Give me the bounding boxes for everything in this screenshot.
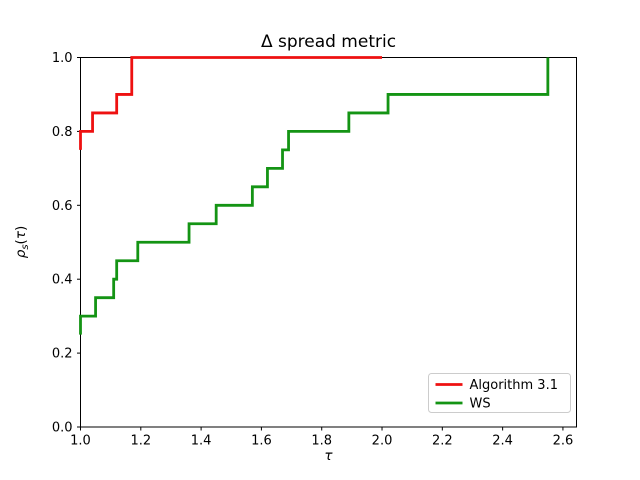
- y-tick-label: 0.8: [52, 125, 73, 140]
- y-label-tau: τ: [13, 230, 29, 239]
- x-axis-ticks: 1.0 1.2 1.4 1.6 1.8 2.0 2.2 2.4 2.6: [70, 427, 573, 449]
- legend-label-algorithm-3-1: Algorithm 3.1: [470, 378, 558, 393]
- y-axis-label: ρs(τ): [13, 226, 31, 259]
- x-tick-label: 2.6: [553, 434, 574, 449]
- y-tick-label: 0.0: [52, 421, 73, 436]
- x-tick-label: 1.8: [311, 434, 332, 449]
- legend-box: [428, 373, 571, 413]
- x-tick-label: 2.4: [492, 434, 513, 449]
- x-tick-label: 2.0: [372, 434, 393, 449]
- y-axis-ticks: 0.0 0.2 0.4 0.6 0.8 1.0: [52, 51, 81, 436]
- y-label-open-paren: (: [13, 239, 29, 244]
- legend-label-ws: WS: [470, 397, 491, 412]
- x-axis-label: τ: [324, 448, 333, 464]
- y-tick-label: 1.0: [52, 51, 73, 66]
- chart-title: Δ spread metric: [261, 32, 396, 52]
- x-tick-label: 1.6: [251, 434, 272, 449]
- x-tick-label: 1.0: [70, 434, 91, 449]
- y-tick-label: 0.6: [52, 199, 73, 214]
- x-tick-label: 2.2: [432, 434, 453, 449]
- x-tick-label: 1.2: [130, 434, 151, 449]
- y-label-subscript: s: [20, 244, 31, 249]
- series-line-ws: [79, 57, 550, 335]
- legend: Algorithm 3.1 WS: [428, 373, 571, 413]
- y-label-rho: ρ: [13, 249, 29, 258]
- series-lines: [79, 56, 550, 335]
- y-tick-label: 0.4: [52, 273, 73, 288]
- series-line-algorithm-3-1: [79, 56, 383, 150]
- y-label-close-paren: ): [13, 226, 29, 231]
- x-tick-label: 1.4: [191, 434, 212, 449]
- y-tick-label: 0.2: [52, 347, 73, 362]
